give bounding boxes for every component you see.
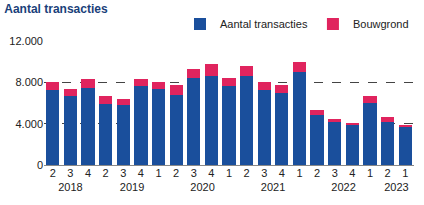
svg-text:3: 3 <box>120 167 126 179</box>
svg-text:2: 2 <box>385 167 391 179</box>
svg-text:Aantal transacties: Aantal transacties <box>220 18 308 30</box>
svg-text:3: 3 <box>332 167 338 179</box>
svg-text:8.000: 8.000 <box>15 76 43 88</box>
svg-text:3: 3 <box>191 167 197 179</box>
svg-text:1: 1 <box>367 167 373 179</box>
svg-text:2023: 2023 <box>384 181 408 193</box>
svg-text:2: 2 <box>103 167 109 179</box>
svg-text:2: 2 <box>314 167 320 179</box>
svg-text:3: 3 <box>261 167 267 179</box>
svg-text:1: 1 <box>155 167 161 179</box>
svg-text:2: 2 <box>50 167 56 179</box>
svg-text:Bouwgrond: Bouwgrond <box>353 18 409 30</box>
svg-text:2018: 2018 <box>58 181 82 193</box>
svg-text:2: 2 <box>244 167 250 179</box>
svg-text:12.000: 12.000 <box>9 35 43 47</box>
svg-text:0: 0 <box>37 159 43 171</box>
svg-text:4: 4 <box>349 167 355 179</box>
svg-text:1: 1 <box>296 167 302 179</box>
svg-text:2022: 2022 <box>331 181 355 193</box>
svg-text:1: 1 <box>402 167 408 179</box>
svg-text:1: 1 <box>226 167 232 179</box>
svg-text:Aantal transacties: Aantal transacties <box>4 2 108 16</box>
svg-text:4: 4 <box>85 167 91 179</box>
svg-text:4.000: 4.000 <box>15 118 43 130</box>
svg-text:2020: 2020 <box>190 181 214 193</box>
svg-text:4: 4 <box>138 167 144 179</box>
svg-text:2019: 2019 <box>120 181 144 193</box>
svg-text:4: 4 <box>279 167 285 179</box>
svg-text:2021: 2021 <box>261 181 285 193</box>
svg-text:4: 4 <box>208 167 214 179</box>
svg-text:2: 2 <box>173 167 179 179</box>
svg-text:3: 3 <box>67 167 73 179</box>
